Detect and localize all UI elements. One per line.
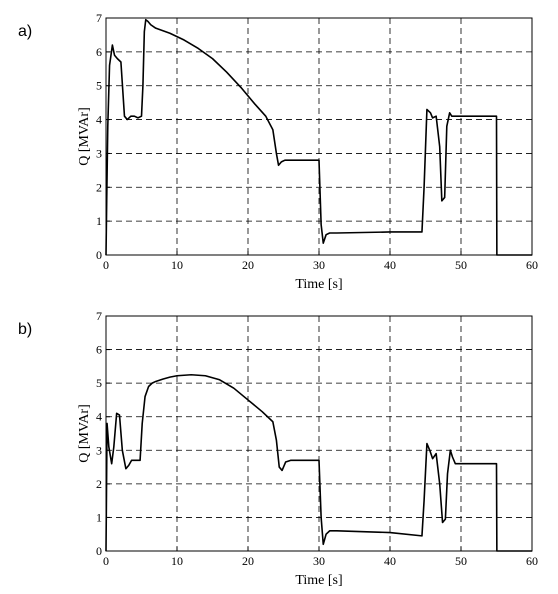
x-axis-label: Time [s] (295, 277, 342, 292)
y-tick-label: 6 (96, 343, 102, 357)
y-axis-label: Q [MVAr] (77, 404, 92, 462)
x-tick-label: 20 (242, 258, 254, 272)
x-tick-label: 30 (313, 554, 325, 568)
y-tick-label: 2 (96, 477, 102, 491)
y-tick-label: 7 (96, 309, 102, 323)
x-tick-label: 20 (242, 554, 254, 568)
panel-label: a) (18, 23, 32, 40)
series-line-q (105, 18, 532, 256)
y-tick-label: 0 (96, 544, 102, 558)
y-tick-label: 6 (96, 45, 102, 59)
chart-panel-a: a) 0 10 20 30 40 50 60 0 1 2 3 4 5 6 7 Time [s] Q [MVAr] (18, 11, 538, 292)
y-tick-label: 4 (96, 410, 102, 424)
y-tick-label: 7 (96, 11, 102, 25)
series-line-q (105, 373, 532, 552)
x-tick-label: 10 (171, 258, 183, 272)
x-tick-label: 60 (526, 554, 538, 568)
y-tick-label: 2 (96, 180, 102, 194)
y-axis-label: Q [MVAr] (77, 107, 92, 165)
y-tick-label: 1 (96, 214, 102, 228)
x-tick-label: 10 (171, 554, 183, 568)
panel-label: b) (18, 321, 32, 338)
x-tick-label: 50 (455, 258, 467, 272)
x-tick-label: 40 (384, 258, 396, 272)
y-tick-label: 5 (96, 79, 102, 93)
y-tick-label: 0 (96, 248, 102, 262)
chart-panel-b: b) 0 10 20 30 40 50 60 0 1 2 3 4 5 6 7 Time [s] Q [MVAr] (18, 309, 538, 588)
x-tick-label: 60 (526, 258, 538, 272)
y-tick-label: 4 (96, 113, 102, 127)
x-tick-label: 0 (103, 258, 109, 272)
y-tick-label: 1 (96, 510, 102, 524)
x-tick-label: 50 (455, 554, 467, 568)
x-tick-label: 30 (313, 258, 325, 272)
x-tick-label: 0 (103, 554, 109, 568)
y-tick-label: 3 (96, 443, 102, 457)
x-tick-label: 40 (384, 554, 396, 568)
y-tick-label: 5 (96, 376, 102, 390)
x-axis-label: Time [s] (295, 573, 342, 588)
y-tick-label: 3 (96, 146, 102, 160)
